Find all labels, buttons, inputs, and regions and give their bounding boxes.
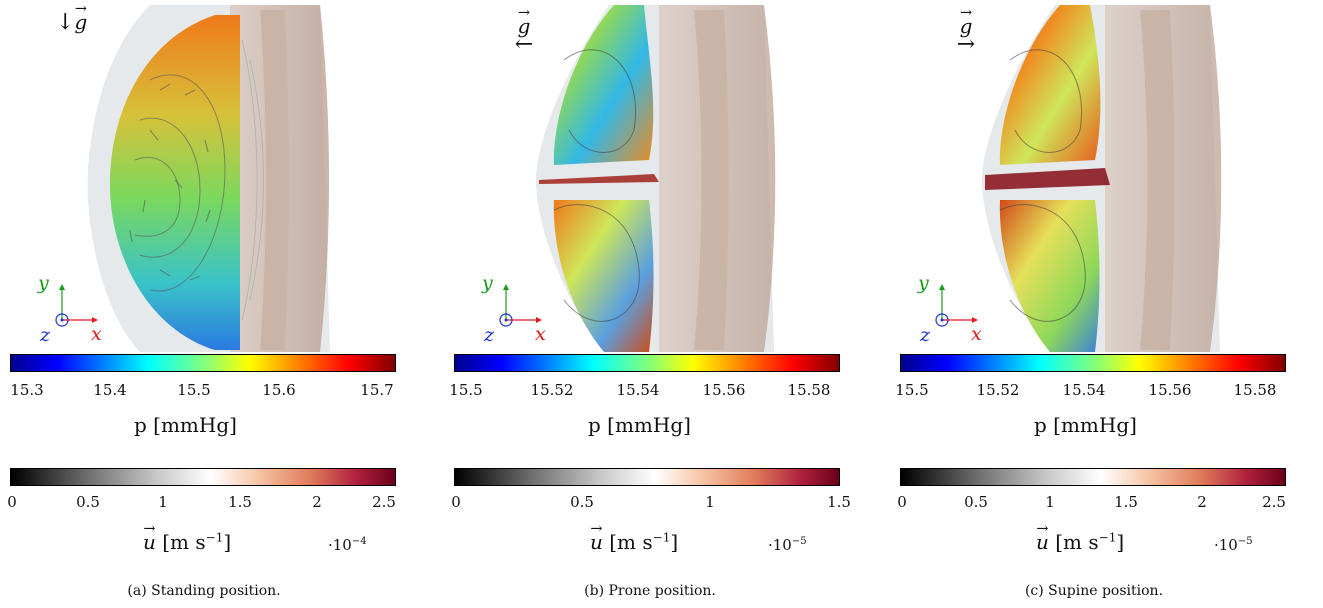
velocity-tick: 1.5	[1114, 493, 1138, 511]
pressure-tick: 15.58	[787, 381, 831, 399]
upper-vortex	[553, 5, 654, 165]
velocity-glyphs	[129, 83, 211, 281]
axis-x-label: x	[91, 323, 102, 345]
pressure-tick: 15.56	[702, 381, 746, 399]
flow-streamlines	[553, 49, 640, 322]
gravity-indicator: g ←	[506, 14, 542, 57]
velocity-tick: 0.5	[964, 493, 988, 511]
pressure-tick: 15.6	[262, 381, 296, 399]
coordinate-axes	[935, 284, 978, 327]
velocity-tick: 2	[312, 493, 322, 511]
pressure-tick: 15.7	[360, 381, 394, 399]
gravity-indicator: g →	[948, 14, 984, 57]
pressure-colorbar	[900, 354, 1286, 372]
axis-y-label: y	[38, 272, 49, 294]
pressure-tick: 15.5	[895, 381, 929, 399]
panel-supine: g → y x z 15.5 15.52 15.54 15.56 15.58 p…	[890, 0, 1320, 608]
axis-y-label: y	[918, 272, 929, 294]
midplane-jet	[985, 168, 1110, 190]
flow-streamlines	[999, 49, 1086, 322]
axis-x-label: x	[535, 323, 546, 345]
velocity-tick: 2.5	[372, 493, 396, 511]
pressure-label: p [mmHg]	[588, 413, 691, 437]
panel-prone: g ← y x z 15.5 15.52 15.54 15.56 15.58 p…	[444, 0, 874, 608]
pressure-tick: 15.52	[976, 381, 1020, 399]
velocity-colorbar	[900, 468, 1286, 486]
coordinate-axes	[499, 284, 542, 327]
velocity-colorbar	[454, 468, 840, 486]
eye-flow-visualization	[535, 5, 776, 352]
gravity-arrow-left-icon: ←	[514, 32, 534, 57]
velocity-tick: 0.5	[570, 493, 594, 511]
iris-region	[1140, 10, 1175, 350]
gravity-arrow-down-icon: ↓	[56, 10, 75, 35]
pressure-colorbar	[454, 354, 840, 372]
pressure-tick: 15.5	[177, 381, 211, 399]
velocity-label: u [m s−1]	[143, 530, 231, 554]
iris-region	[260, 10, 289, 350]
pressure-tick: 15.54	[616, 381, 660, 399]
axis-z-label: z	[40, 324, 51, 346]
eye-flow-visualization	[87, 5, 331, 352]
velocity-tick: 1.5	[228, 493, 252, 511]
gravity-indicator: ↓g	[56, 10, 87, 35]
lower-vortex	[999, 200, 1100, 352]
velocity-tick: 1	[705, 493, 715, 511]
velocity-tick: 0	[897, 493, 907, 511]
velocity-multiplier: ·10−5	[1214, 536, 1253, 554]
caption-prone: (b) Prone position.	[584, 583, 716, 599]
velocity-tick: 0	[451, 493, 461, 511]
pressure-tick: 15.4	[93, 381, 127, 399]
caption-supine: (c) Supine position.	[1024, 583, 1164, 599]
midplane-jet	[539, 174, 659, 184]
gravity-symbol: g	[960, 14, 973, 38]
velocity-tick: 0.5	[76, 493, 100, 511]
pressure-label: p [mmHg]	[134, 413, 237, 437]
velocity-label: u [m s−1]	[1036, 530, 1124, 554]
iris-region	[694, 10, 729, 350]
velocity-multiplier: ·10−4	[328, 536, 367, 554]
velocity-label: u [m s−1]	[590, 530, 678, 554]
pressure-tick: 15.5	[449, 381, 483, 399]
pressure-tick: 15.3	[10, 381, 44, 399]
coordinate-axes	[55, 284, 98, 327]
caption-standing: (a) Standing position.	[127, 583, 281, 599]
axis-z-label: z	[920, 324, 931, 346]
velocity-multiplier: ·10−5	[768, 536, 807, 554]
axis-z-label: z	[484, 324, 495, 346]
eye-flow-visualization	[981, 5, 1222, 352]
pressure-label: p [mmHg]	[1034, 413, 1137, 437]
flow-streamlines	[134, 74, 226, 292]
pressure-tick: 15.56	[1148, 381, 1192, 399]
pressure-tick: 15.58	[1233, 381, 1277, 399]
velocity-tick: 1	[1045, 493, 1055, 511]
gravity-arrow-right-icon: →	[956, 32, 976, 57]
gravity-symbol: g	[518, 14, 531, 38]
velocity-tick: 0	[7, 493, 17, 511]
gravity-symbol: g	[74, 10, 87, 34]
panel-standing: ↓g y x z 15.3 15.4 15.5 15.6 15.7 p [mmH…	[0, 0, 430, 608]
axis-x-label: x	[971, 323, 982, 345]
pressure-tick: 15.54	[1062, 381, 1106, 399]
upper-vortex	[999, 5, 1101, 165]
velocity-tick: 2	[1197, 493, 1207, 511]
velocity-colorbar	[10, 468, 396, 486]
velocity-tick: 2.5	[1262, 493, 1286, 511]
velocity-tick: 1.5	[827, 493, 851, 511]
velocity-tick: 1	[158, 493, 168, 511]
axis-y-label: y	[482, 272, 493, 294]
lower-vortex	[553, 200, 654, 352]
pressure-tick: 15.52	[530, 381, 574, 399]
pressure-colorbar	[10, 354, 396, 372]
lens-streamlines	[241, 39, 264, 321]
